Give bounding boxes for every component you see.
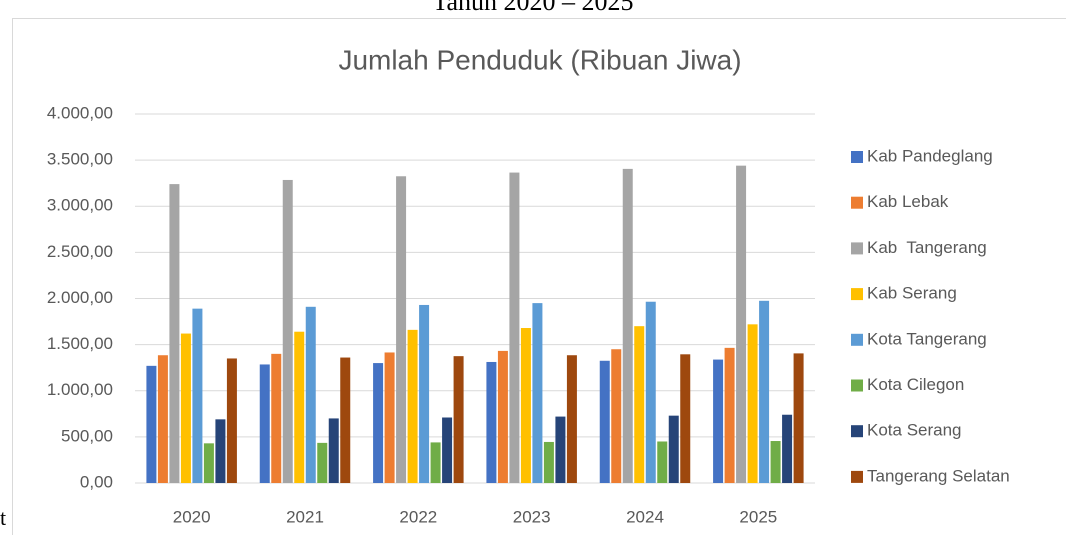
legend-swatch [851,196,863,209]
bar [419,304,430,483]
text-fragment: t [0,505,6,530]
x-tick-label: 2022 [399,507,437,526]
bar [396,176,407,484]
x-tick-label: 2021 [286,507,324,526]
bar [509,172,520,484]
bar [599,360,610,483]
legend-swatch [851,425,863,438]
legend-label: Kota Cilegon [867,375,964,394]
legend-swatch [851,379,863,392]
bar [668,415,679,483]
bar [226,358,237,483]
heading: Tahun 2020 – 2025 [432,0,633,16]
bar [180,333,191,483]
bar [657,441,668,483]
legend-swatch [851,333,863,346]
x-tick-label: 2020 [173,507,211,526]
y-tick-label: 4.000,00 [47,103,113,122]
bar [157,355,168,483]
bar [611,349,622,483]
legend-label: Tangerang Selatan [867,466,1010,485]
bar [747,324,758,483]
y-tick-label: 0,00 [80,472,113,491]
bar [453,356,464,483]
legend-swatch [851,242,863,255]
bar [520,328,531,483]
bar [442,417,453,483]
bar [282,179,293,484]
bar [215,419,226,483]
bar [305,306,316,483]
legend-label: Kab Tangerang [867,238,987,257]
y-tick-label: 500,00 [61,426,113,445]
bar [328,418,339,483]
bar [770,441,781,483]
legend-label: Kab Lebak [867,192,949,211]
bar [555,416,566,483]
bar [384,352,395,483]
bar [543,441,554,483]
bar [793,353,804,483]
y-tick-label: 2.500,00 [47,242,113,261]
x-tick-label: 2024 [626,507,664,526]
bar [497,350,508,483]
bar [566,355,577,483]
bar [146,365,157,483]
bar [203,443,214,483]
bar [622,168,633,484]
y-tick-label: 3.000,00 [47,196,113,215]
bar [713,359,724,483]
bar [169,184,180,484]
bar [486,361,497,483]
bar [736,165,747,483]
y-tick-label: 1.000,00 [47,380,113,399]
bar [759,300,770,483]
bar [724,347,735,483]
bar [271,353,282,483]
chart-title: Jumlah Penduduk (Ribuan Jiwa) [338,44,741,75]
bar [532,303,543,483]
y-tick-label: 2.000,00 [47,288,113,307]
bar [340,357,351,483]
bar [192,308,203,483]
bar [680,354,691,483]
bar [259,364,270,483]
legend-label: Kab Pandeglang [867,146,993,165]
x-tick-label: 2025 [739,507,777,526]
bar [294,331,305,483]
legend-label: Kota Tangerang [867,329,987,348]
bar [645,301,656,483]
bar [373,363,384,483]
bar [317,442,328,483]
legend-swatch [851,151,863,163]
x-tick-label: 2023 [513,507,551,526]
legend-swatch [851,470,863,483]
legend-swatch [851,288,863,301]
bar [407,329,418,483]
bar [634,326,645,483]
legend-label: Kota Serang [867,421,962,440]
bar [430,442,441,483]
y-tick-label: 1.500,00 [47,334,113,353]
y-tick-label: 3.500,00 [47,150,113,169]
legend-label: Kab Serang [867,284,957,303]
bar [782,414,793,483]
